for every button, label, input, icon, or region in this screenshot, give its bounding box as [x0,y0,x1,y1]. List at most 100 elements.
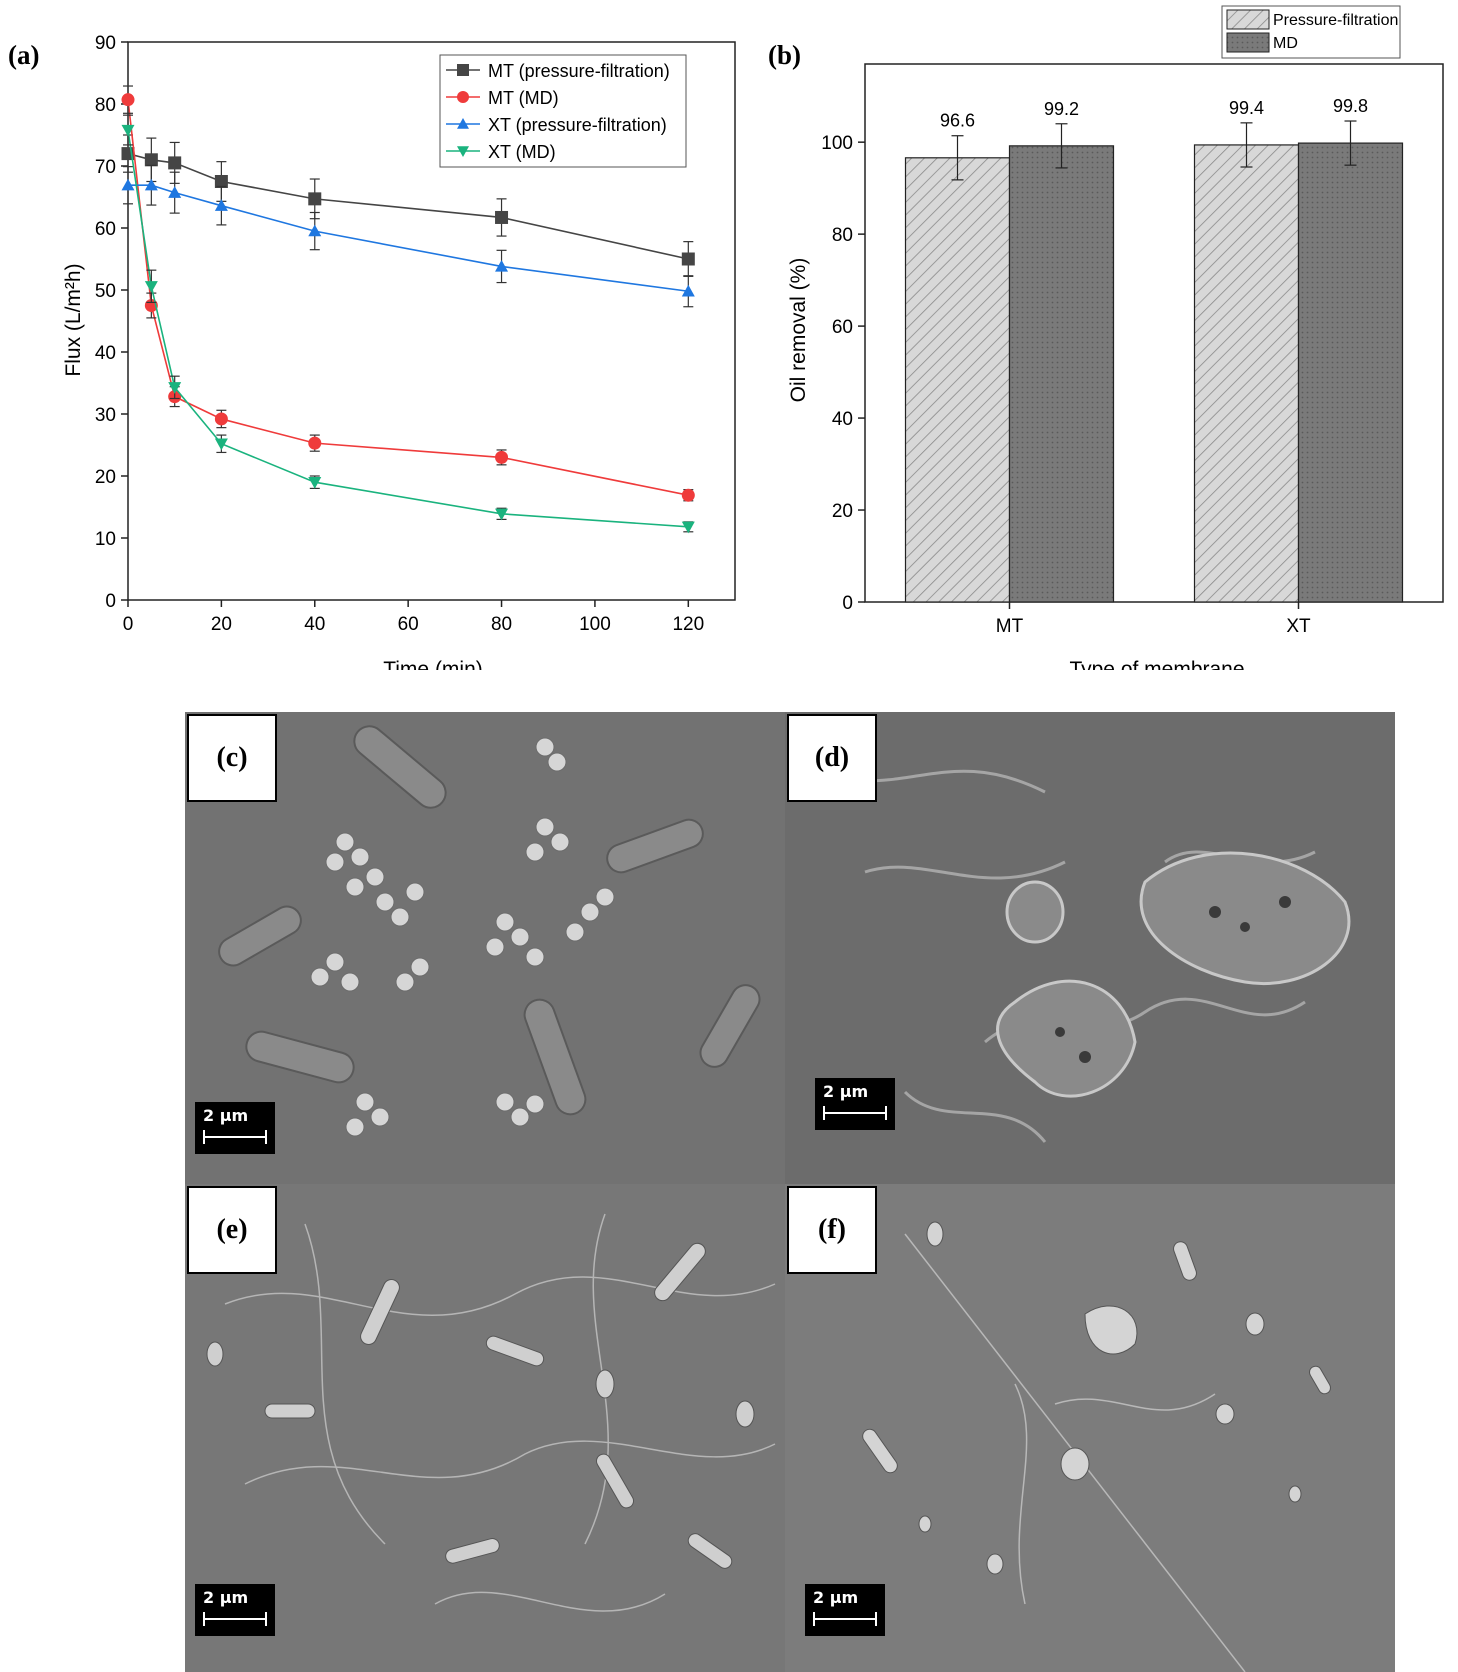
data-point-series-0 [308,192,322,206]
sem-image-d: (d) 2 μm [785,712,1395,1184]
sem-label-d: (d) [787,714,877,802]
bar-mt-1 [1008,145,1115,603]
y-tick-label: 40 [832,409,853,430]
sem-micrograph-grid: (c) 2 μm (d) [185,712,1395,1672]
data-point-series-1 [495,450,509,464]
data-label: 99.2 [1044,99,1079,119]
data-point-series-3 [495,508,509,521]
data-point-series-2 [681,284,695,297]
data-point-series-1 [121,93,135,107]
legend-label: MT (pressure-filtration) [488,61,670,81]
scalebar-f-text: 2 μm [813,1588,859,1607]
legend-swatch [1226,32,1270,53]
data-point-series-0 [144,153,158,167]
bar-xt-1 [1297,142,1404,603]
y-tick-label: 50 [95,281,116,302]
legend-label: XT (MD) [488,142,556,162]
y-tick-label: 80 [95,95,116,116]
data-point-series-3 [144,281,158,293]
sem-label-e: (e) [187,1186,277,1274]
chart-a-ylabel: Flux (L/m²h) [62,263,85,376]
x-tick-label: XT [1286,616,1311,637]
data-label: 96.6 [940,111,975,131]
legend-marker [457,64,469,76]
sem-image-f: (f) 2 μm [785,1184,1395,1672]
data-label: 99.8 [1333,96,1368,116]
y-tick-label: 20 [95,467,116,488]
data-point-series-3 [681,521,695,534]
sem-label-f: (f) [787,1186,877,1274]
data-point-series-1 [214,412,228,426]
scalebar-d-line [823,1106,887,1120]
x-tick-label: 60 [398,614,419,635]
scalebar-e-text: 2 μm [203,1588,249,1607]
x-tick-label: 120 [672,614,704,635]
chart-b-legend: Pressure-filtration MD [1221,5,1401,59]
charts-figure: (a) 0 20 40 60 80 100 120 0 10 20 30 40 50 60 70 80 90 T… [8,5,1444,670]
chart-a-legend: MT (pressure-filtration) MT (MD) XT (press… [439,54,687,168]
y-tick-label: 10 [95,529,116,550]
data-point-series-0 [168,156,182,170]
legend-label: MD [1273,35,1298,52]
x-tick-label: 0 [123,614,134,635]
x-tick-label: MT [996,616,1024,637]
scalebar-d-text: 2 μm [823,1082,869,1101]
scalebar-d: 2 μm [815,1078,895,1130]
chart-b-xlabel: Type of membrane [1069,658,1244,670]
scalebar-c: 2 μm [195,1102,275,1154]
data-point-series-1 [681,488,695,502]
sem-texture-e [185,1184,785,1672]
y-tick-label: 100 [821,133,853,154]
legend-swatch [1226,9,1270,30]
y-tick-label: 60 [95,219,116,240]
legend-marker [457,91,469,103]
y-tick-label: 80 [832,225,853,246]
data-point-series-2 [121,178,135,191]
chart-b-ylabel: Oil removal (%) [787,258,810,403]
sem-image-e: (e) 2 μm [185,1184,785,1672]
data-point-series-3 [168,382,182,394]
legend-label: XT (pressure-filtration) [488,115,667,135]
data-point-series-0 [681,252,695,266]
chart-a-frame [127,41,736,601]
y-tick-label: 20 [832,501,853,522]
sem-image-c: (c) 2 μm [185,712,785,1184]
data-point-series-1 [308,436,322,450]
y-tick-label: 0 [842,593,853,614]
sem-label-c: (c) [187,714,277,802]
scalebar-f: 2 μm [805,1584,885,1636]
data-point-series-0 [495,210,509,224]
y-tick-label: 70 [95,157,116,178]
x-tick-label: 80 [491,614,512,635]
x-tick-label: 100 [579,614,611,635]
legend-marker [457,118,469,129]
scalebar-c-text: 2 μm [203,1106,249,1125]
data-point-series-3 [121,124,135,137]
y-tick-label: 90 [95,33,116,54]
series-line-2 [128,184,689,293]
data-point-series-2 [308,224,322,237]
bar-mt-0 [904,157,1011,603]
data-point-series-0 [214,175,228,188]
data-point-series-2 [144,178,158,191]
data-label: 99.4 [1229,98,1264,118]
scalebar-f-line [813,1612,877,1626]
x-tick-label: 20 [211,614,232,635]
legend-label: Pressure-filtration [1273,12,1398,29]
legend-box [439,54,687,168]
series-line-3 [127,129,689,528]
series-line-0 [127,152,689,260]
legend-marker [457,146,469,157]
scalebar-e: 2 μm [195,1584,275,1636]
data-point-series-3 [214,438,228,451]
data-point-series-3 [308,477,322,489]
flux-line-chart: 0 20 40 60 80 100 120 0 10 20 30 40 50 60 70 80 90 [95,33,736,635]
legend-label: MT (MD) [488,88,559,108]
y-tick-label: 0 [105,591,116,612]
x-tick-label: 40 [304,614,325,635]
sem-texture-f [785,1184,1395,1672]
bar-xt-0 [1193,144,1300,603]
y-tick-label: 30 [95,405,116,426]
scalebar-e-line [203,1612,267,1626]
data-point-series-2 [168,186,182,198]
